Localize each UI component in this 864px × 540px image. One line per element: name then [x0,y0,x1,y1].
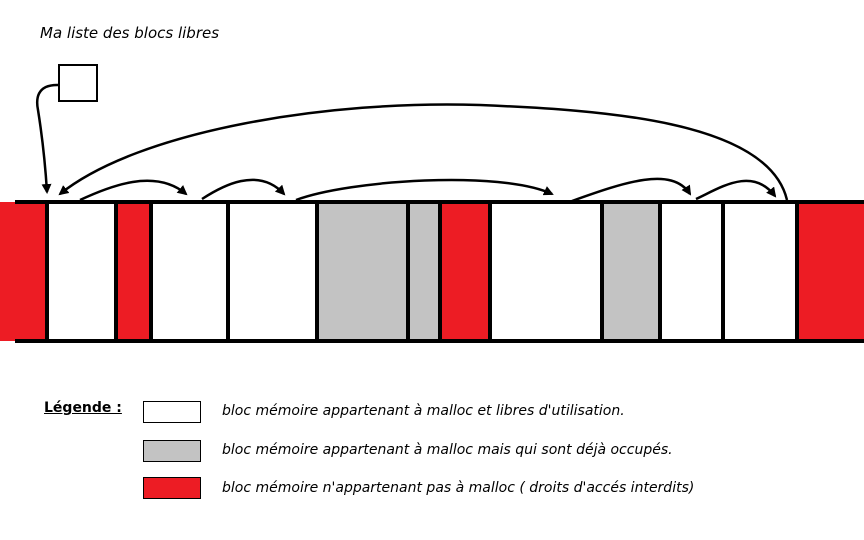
memory-block-free [660,202,723,341]
next-block-arrow [695,179,777,201]
diagram-title: Ma liste des blocs libres [40,24,220,42]
memory-block-used [408,202,440,341]
legend-label-foreign: bloc mémoire n'appartenant pas à malloc … [222,480,695,496]
memory-block-free [47,202,116,341]
free-list-links [35,83,789,203]
memory-block-foreign [440,202,490,341]
next-block-arrow [79,179,188,202]
memory-block-free [723,202,797,341]
memory-block-foreign [116,202,151,341]
legend-swatch-free [143,401,201,423]
memory-block-free [151,202,228,341]
list-head-pointer-arrow [35,83,60,194]
memory-block-free [228,202,317,341]
legend-label-free: bloc mémoire appartenant à malloc et lib… [222,403,625,419]
next-block-arrow [201,178,286,201]
memory-block-foreign [797,202,864,341]
next-block-arrow [58,103,789,201]
legend-swatch-used [143,440,201,462]
memory-block-foreign [0,202,47,341]
memory-block-free [490,202,602,341]
memory-block-used [602,202,660,341]
next-block-arrow [571,177,692,203]
next-block-arrow [295,178,554,202]
memory-strip [0,200,864,343]
legend-swatch-foreign [143,477,201,499]
free-list-head-box [58,64,98,102]
memory-block-used [317,202,408,341]
legend-label-used: bloc mémoire appartenant à malloc mais q… [222,442,673,458]
legend-heading: Légende : [44,400,122,416]
